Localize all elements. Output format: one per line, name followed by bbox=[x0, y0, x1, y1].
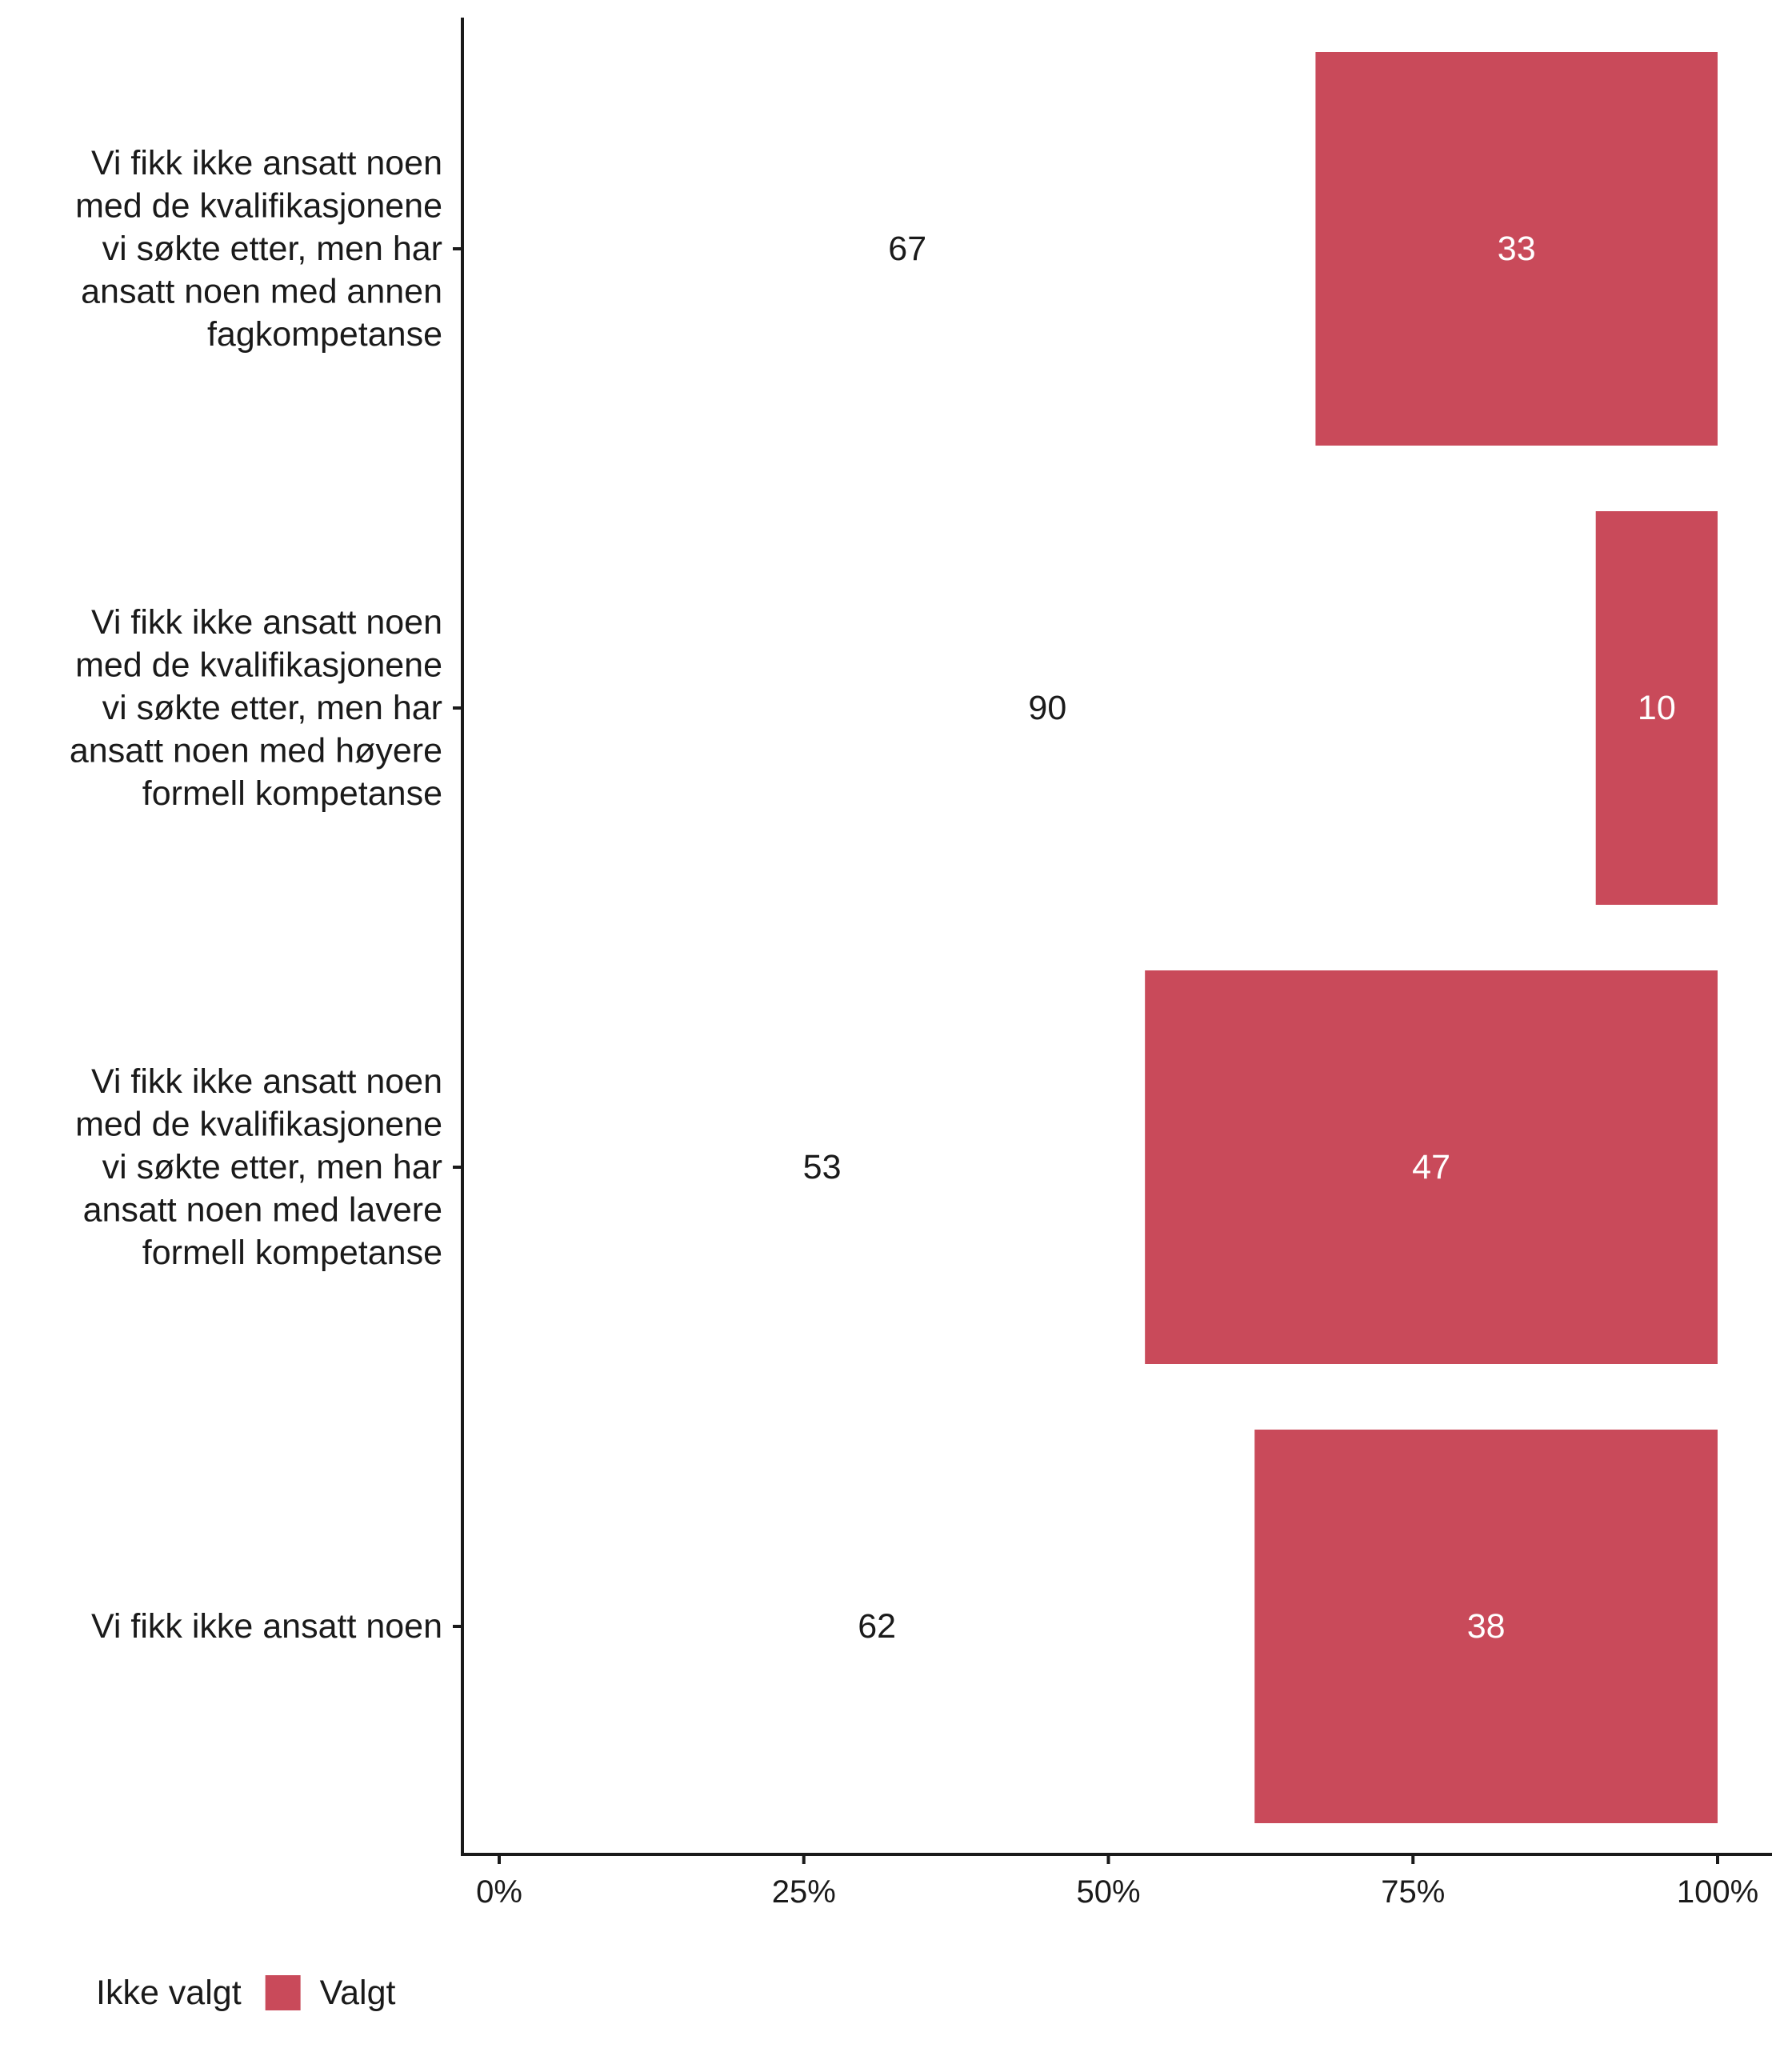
x-tick-label-2: 50% bbox=[1076, 1874, 1140, 1910]
value-label-ikke-valgt-0: 67 bbox=[888, 230, 926, 268]
x-tick-label-1: 25% bbox=[772, 1874, 836, 1910]
category-label-line: Vi fikk ikke ansatt noen bbox=[91, 1607, 442, 1646]
category-label-line: med de kvalifikasjonene bbox=[75, 1106, 442, 1144]
category-label-0: Vi fikk ikke ansatt noen med de kvalifika… bbox=[75, 144, 442, 354]
category-label-line: ansatt noen med lavere bbox=[83, 1191, 442, 1230]
category-label-line: vi søkte etter, men har bbox=[102, 230, 442, 268]
category-label-line: vi søkte etter, men har bbox=[102, 1148, 442, 1186]
value-label-ikke-valgt-3: 62 bbox=[858, 1607, 896, 1646]
bar-ikke-valgt-0 bbox=[499, 52, 1316, 446]
value-labels-layer: 67 33 90 10 53 47 62 38 bbox=[803, 230, 1676, 1646]
x-tick-label-4: 100% bbox=[1677, 1874, 1758, 1910]
category-label-line: ansatt noen med annen bbox=[81, 273, 442, 311]
x-tick-label-0: 0% bbox=[476, 1874, 522, 1910]
category-label-1: Vi fikk ikke ansatt noen med de kvalifika… bbox=[70, 603, 442, 813]
bar-valgt-2 bbox=[1145, 970, 1718, 1364]
x-tick-labels-layer: 0% 25% 50% 75% 100% bbox=[476, 1874, 1758, 1910]
legend-label-valgt: Valgt bbox=[320, 1974, 396, 2012]
legend-key-valgt bbox=[265, 1975, 301, 2010]
bar-valgt-0 bbox=[1315, 52, 1718, 446]
category-label-line: ansatt noen med høyere bbox=[70, 732, 442, 770]
legend: Ikke valgt Valgt bbox=[96, 1974, 396, 2012]
category-label-3: Vi fikk ikke ansatt noen bbox=[91, 1607, 442, 1646]
category-label-line: vi søkte etter, men har bbox=[102, 689, 442, 727]
value-label-valgt-2: 47 bbox=[1412, 1148, 1450, 1186]
bar-ikke-valgt-2 bbox=[499, 970, 1146, 1364]
axes-layer bbox=[453, 18, 1772, 1864]
bar-valgt-3 bbox=[1254, 1430, 1718, 1823]
legend-label-ikke-valgt: Ikke valgt bbox=[96, 1974, 242, 2012]
category-label-line: med de kvalifikasjonene bbox=[75, 187, 442, 226]
category-label-line: formell kompetanse bbox=[142, 1234, 442, 1272]
category-label-line: formell kompetanse bbox=[142, 774, 442, 813]
value-label-ikke-valgt-2: 53 bbox=[803, 1148, 842, 1186]
category-label-line: Vi fikk ikke ansatt noen bbox=[91, 603, 442, 642]
value-label-ikke-valgt-1: 90 bbox=[1028, 689, 1066, 727]
bars-layer bbox=[499, 52, 1718, 1823]
category-labels-layer: Vi fikk ikke ansatt noen med de kvalifika… bbox=[70, 144, 442, 1646]
category-label-line: med de kvalifikasjonene bbox=[75, 646, 442, 685]
bar-ikke-valgt-1 bbox=[499, 511, 1596, 905]
category-label-line: fagkompetanse bbox=[207, 315, 442, 354]
category-label-2: Vi fikk ikke ansatt noen med de kvalifika… bbox=[75, 1062, 442, 1272]
value-label-valgt-0: 33 bbox=[1498, 230, 1536, 268]
bar-valgt-1 bbox=[1595, 511, 1718, 905]
category-label-line: Vi fikk ikke ansatt noen bbox=[91, 1062, 442, 1101]
value-label-valgt-3: 38 bbox=[1467, 1607, 1506, 1646]
value-label-valgt-1: 10 bbox=[1638, 689, 1676, 727]
category-label-line: Vi fikk ikke ansatt noen bbox=[91, 144, 442, 182]
bar-ikke-valgt-3 bbox=[499, 1430, 1255, 1823]
x-tick-label-3: 75% bbox=[1381, 1874, 1445, 1910]
